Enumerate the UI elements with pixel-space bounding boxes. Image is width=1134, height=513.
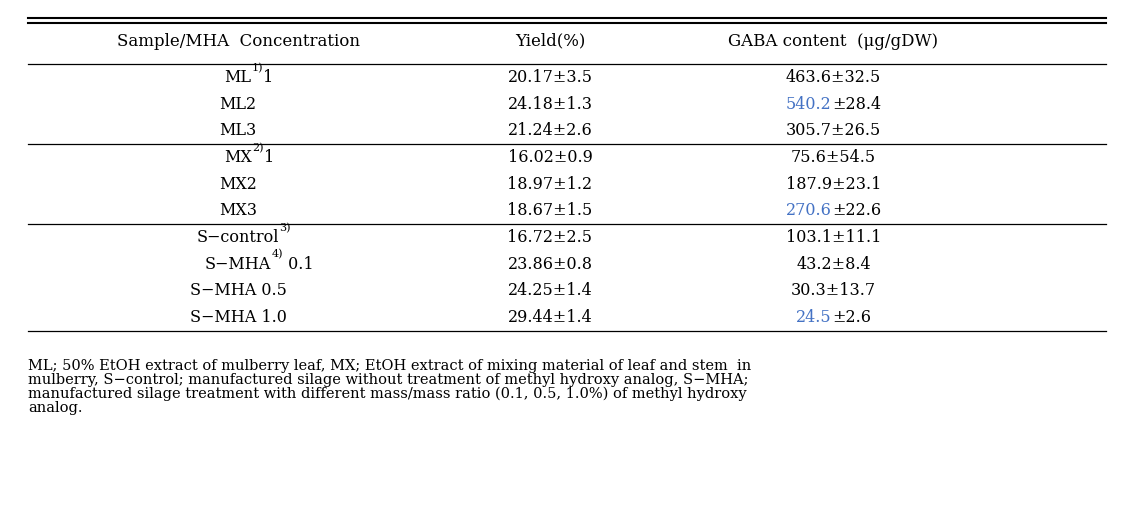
Text: 0.1: 0.1: [282, 255, 313, 273]
Text: S−control: S−control: [197, 229, 279, 246]
Text: ML; 50% EtOH extract of mulberry leaf, MX; EtOH extract of mixing material of le: ML; 50% EtOH extract of mulberry leaf, M…: [28, 359, 752, 373]
Text: 18.67±1.5: 18.67±1.5: [507, 202, 593, 220]
Text: 463.6±32.5: 463.6±32.5: [786, 69, 881, 86]
Text: S−MHA: S−MHA: [205, 255, 271, 273]
Text: S−MHA 0.5: S−MHA 0.5: [189, 282, 287, 300]
Text: ML: ML: [225, 69, 252, 86]
Text: MX2: MX2: [219, 175, 257, 193]
Text: 270.6: 270.6: [786, 202, 832, 220]
Text: GABA content  (μg/gDW): GABA content (μg/gDW): [728, 32, 939, 50]
Text: 4): 4): [271, 249, 282, 260]
Text: 1: 1: [263, 69, 273, 86]
Text: 21.24±2.6: 21.24±2.6: [508, 122, 592, 140]
Text: 18.97±1.2: 18.97±1.2: [507, 175, 593, 193]
Text: 43.2±8.4: 43.2±8.4: [796, 255, 871, 273]
Text: 23.86±0.8: 23.86±0.8: [508, 255, 592, 273]
Text: 24.5: 24.5: [796, 309, 832, 326]
Text: 30.3±13.7: 30.3±13.7: [790, 282, 877, 300]
Text: analog.: analog.: [28, 401, 83, 415]
Text: ML2: ML2: [220, 95, 256, 113]
Text: 3): 3): [279, 223, 291, 233]
Text: ML3: ML3: [220, 122, 256, 140]
Text: Sample/MHA  Concentration: Sample/MHA Concentration: [117, 32, 359, 50]
Text: S−MHA 1.0: S−MHA 1.0: [189, 309, 287, 326]
Text: 75.6±54.5: 75.6±54.5: [790, 149, 877, 166]
Text: 540.2: 540.2: [786, 95, 832, 113]
Text: 2): 2): [252, 143, 263, 153]
Text: 305.7±26.5: 305.7±26.5: [786, 122, 881, 140]
Text: ±28.4: ±28.4: [832, 95, 881, 113]
Text: 24.18±1.3: 24.18±1.3: [508, 95, 592, 113]
Text: 187.9±23.1: 187.9±23.1: [786, 175, 881, 193]
Text: mulberry, S−control; manufactured silage without treatment of methyl hydroxy ana: mulberry, S−control; manufactured silage…: [28, 373, 748, 387]
Text: 16.72±2.5: 16.72±2.5: [508, 229, 592, 246]
Text: 24.25±1.4: 24.25±1.4: [508, 282, 592, 300]
Text: ±2.6: ±2.6: [832, 309, 871, 326]
Text: 1): 1): [252, 63, 263, 73]
Text: Yield(%): Yield(%): [515, 32, 585, 50]
Text: 20.17±3.5: 20.17±3.5: [508, 69, 592, 86]
Text: 16.02±0.9: 16.02±0.9: [508, 149, 592, 166]
Text: 1: 1: [263, 149, 273, 166]
Text: MX: MX: [225, 149, 252, 166]
Text: ±22.6: ±22.6: [832, 202, 881, 220]
Text: MX3: MX3: [219, 202, 257, 220]
Text: 103.1±11.1: 103.1±11.1: [786, 229, 881, 246]
Text: 29.44±1.4: 29.44±1.4: [508, 309, 592, 326]
Text: manufactured silage treatment with different mass/mass ratio (0.1, 0.5, 1.0%) of: manufactured silage treatment with diffe…: [28, 387, 747, 402]
